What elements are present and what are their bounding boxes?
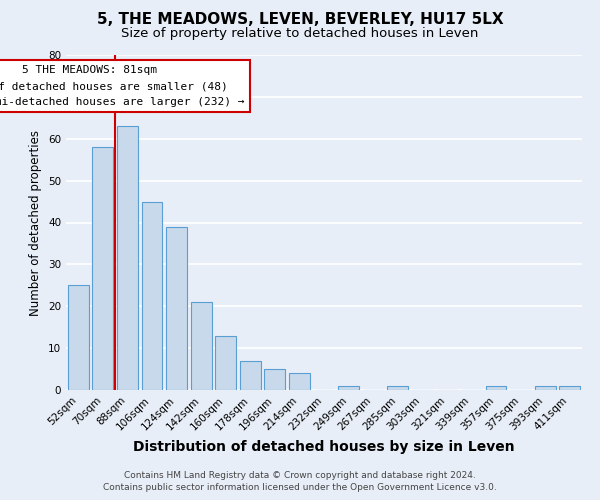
Text: 5, THE MEADOWS, LEVEN, BEVERLEY, HU17 5LX: 5, THE MEADOWS, LEVEN, BEVERLEY, HU17 5L… [97, 12, 503, 28]
Bar [117, 126, 138, 390]
Bar [265, 369, 286, 390]
Bar [535, 386, 556, 390]
Bar [68, 286, 89, 390]
Bar [289, 373, 310, 390]
Text: 5 THE MEADOWS: 81sqm
← 17% of detached houses are smaller (48)
82% of semi-detac: 5 THE MEADOWS: 81sqm ← 17% of detached h… [0, 66, 245, 106]
Bar [485, 386, 506, 390]
Bar [559, 386, 580, 390]
Text: Size of property relative to detached houses in Leven: Size of property relative to detached ho… [121, 28, 479, 40]
X-axis label: Distribution of detached houses by size in Leven: Distribution of detached houses by size … [133, 440, 515, 454]
Bar [166, 226, 187, 390]
Bar [92, 147, 113, 390]
Bar [387, 386, 408, 390]
Y-axis label: Number of detached properties: Number of detached properties [29, 130, 43, 316]
Text: Contains HM Land Registry data © Crown copyright and database right 2024.
Contai: Contains HM Land Registry data © Crown c… [103, 471, 497, 492]
Bar [338, 386, 359, 390]
Bar [240, 360, 261, 390]
Bar [215, 336, 236, 390]
Bar [142, 202, 163, 390]
Bar [191, 302, 212, 390]
